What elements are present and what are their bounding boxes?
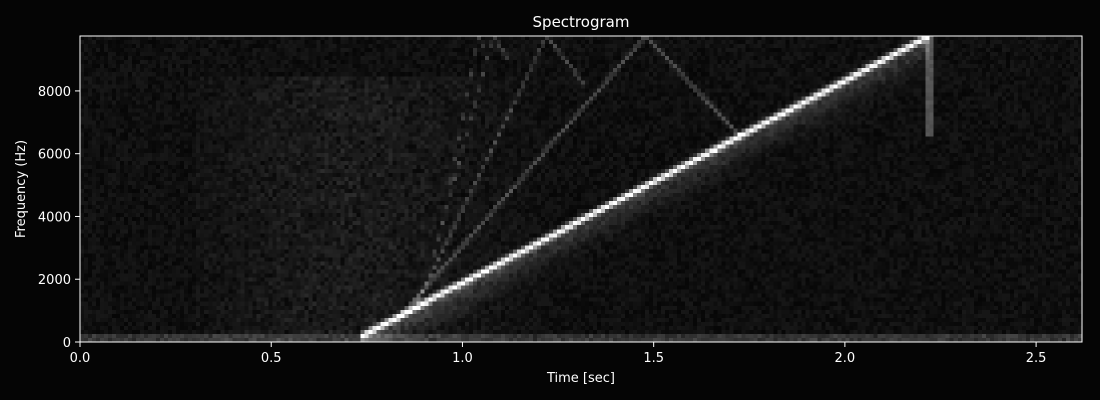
- y-tick-label: 6000: [38, 148, 71, 163]
- x-tick-label: 0.0: [70, 351, 91, 366]
- x-tick-label: 2.5: [1026, 351, 1047, 366]
- y-axis-ticks: 0 2000 4000 6000 8000: [38, 85, 80, 351]
- spectrogram-image: [80, 36, 1082, 342]
- x-axis-ticks: 0.0 0.5 1.0 1.5 2.0 2.5: [70, 342, 1047, 366]
- axes-frame: [79, 35, 1083, 343]
- y-tick-label: 8000: [38, 85, 71, 100]
- y-axis-label: Frequency (Hz): [14, 140, 29, 238]
- x-tick-label: 1.0: [452, 351, 473, 366]
- x-tick-label: 0.5: [261, 351, 282, 366]
- x-tick-label: 2.0: [835, 351, 856, 366]
- y-tick-label: 4000: [38, 210, 71, 225]
- y-tick-label: 2000: [38, 273, 71, 288]
- x-axis-label: Time [sec]: [546, 371, 615, 386]
- plot-area: [80, 36, 1082, 342]
- x-tick-label: 1.5: [643, 351, 664, 366]
- y-tick-label: 0: [63, 336, 71, 351]
- chart-title: Spectrogram: [533, 13, 630, 31]
